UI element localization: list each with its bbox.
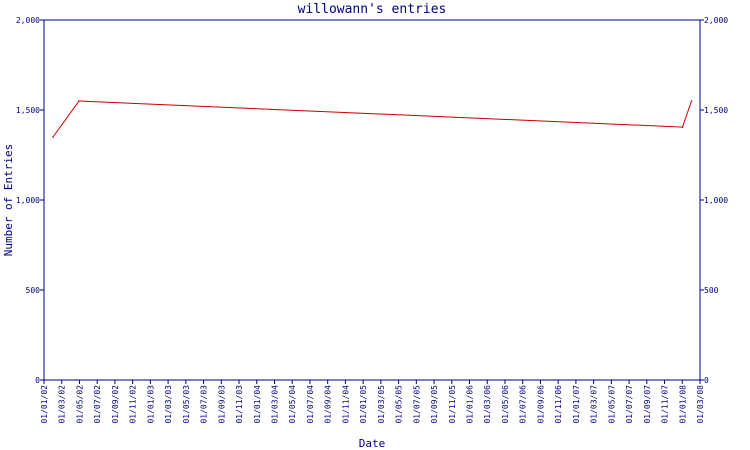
x-tick-label: 01/11/03 xyxy=(235,385,244,424)
y-tick-label-right: 500 xyxy=(704,286,719,295)
x-tick-label: 01/09/04 xyxy=(324,385,333,424)
x-tick-label: 01/05/04 xyxy=(288,385,297,424)
y-axis-label: Number of Entries xyxy=(2,144,15,257)
x-tick-label: 01/03/07 xyxy=(590,385,599,424)
x-tick-label: 01/01/04 xyxy=(253,385,262,424)
x-tick-label: 01/11/02 xyxy=(129,385,138,424)
x-tick-label: 01/11/07 xyxy=(661,385,670,424)
x-tick-label: 01/07/07 xyxy=(625,385,634,424)
x-tick-label: 01/09/05 xyxy=(430,385,439,424)
y-tick-label-right: 0 xyxy=(704,376,709,385)
x-tick-label: 01/01/07 xyxy=(572,385,581,424)
data-point xyxy=(681,126,684,128)
x-tick-label: 01/03/06 xyxy=(483,385,492,424)
x-tick-label: 01/03/04 xyxy=(270,385,279,424)
x-tick-label: 01/03/08 xyxy=(696,385,705,424)
x-axis-label: Date xyxy=(359,437,386,450)
data-point xyxy=(52,136,54,138)
x-tick-label: 01/07/05 xyxy=(412,385,421,424)
y-tick-label-left: 1,500 xyxy=(16,106,40,115)
x-tick-label: 01/03/03 xyxy=(164,385,173,424)
x-tick-label: 01/01/06 xyxy=(466,385,475,424)
x-tick-label: 01/09/07 xyxy=(643,385,652,424)
x-tick-label: 01/11/06 xyxy=(554,385,563,424)
plot-area xyxy=(43,19,701,381)
x-tick-label: 01/09/06 xyxy=(536,385,545,424)
y-tick-label-left: 2,000 xyxy=(16,16,40,25)
x-tick-label: 01/05/07 xyxy=(607,385,616,424)
y-tick-label-right: 2,000 xyxy=(704,16,728,25)
y-tick-label-left: 500 xyxy=(26,286,41,295)
chart-title: willowann's entries xyxy=(298,2,447,17)
x-tick-label: 01/01/02 xyxy=(40,385,49,424)
series-layer xyxy=(52,100,693,138)
y-axis-left: 0 500 1,000 1,500 2,000 xyxy=(16,16,44,385)
x-tick-label: 01/01/05 xyxy=(359,385,368,424)
x-tick-label: 01/11/04 xyxy=(341,385,350,424)
x-tick-label: 01/05/02 xyxy=(75,385,84,424)
x-tick-label: 01/09/02 xyxy=(111,385,120,424)
y-tick-label-right: 1,500 xyxy=(704,106,728,115)
x-tick-label: 01/07/03 xyxy=(200,385,209,424)
x-tick-label: 01/05/05 xyxy=(395,385,404,424)
data-point xyxy=(690,100,693,102)
series-line xyxy=(52,100,692,138)
x-axis: 01/01/02 01/03/02 01/05/02 01/07/02 01/09/02… xyxy=(40,380,705,424)
x-tick-label: 01/07/04 xyxy=(306,385,315,424)
x-tick-label: 01/07/06 xyxy=(519,385,528,424)
x-tick-label: 01/01/08 xyxy=(678,385,687,424)
x-tick-label: 01/11/05 xyxy=(448,385,457,424)
x-tick-label: 01/03/02 xyxy=(58,385,67,424)
x-tick-label: 01/03/05 xyxy=(377,385,386,424)
x-tick-label: 01/01/03 xyxy=(146,385,155,424)
x-tick-label: 01/07/02 xyxy=(93,385,102,424)
y-tick-label-left: 0 xyxy=(35,376,40,385)
y-tick-label-right: 1,000 xyxy=(704,196,728,205)
x-tick-label: 01/05/06 xyxy=(501,385,510,424)
x-tick-label: 01/09/03 xyxy=(217,385,226,424)
x-tick-label: 01/05/03 xyxy=(182,385,191,424)
data-point xyxy=(78,100,80,102)
y-axis-right: 0 500 1,000 1,500 2,000 xyxy=(700,16,728,385)
y-tick-label-left: 1,000 xyxy=(16,196,40,205)
